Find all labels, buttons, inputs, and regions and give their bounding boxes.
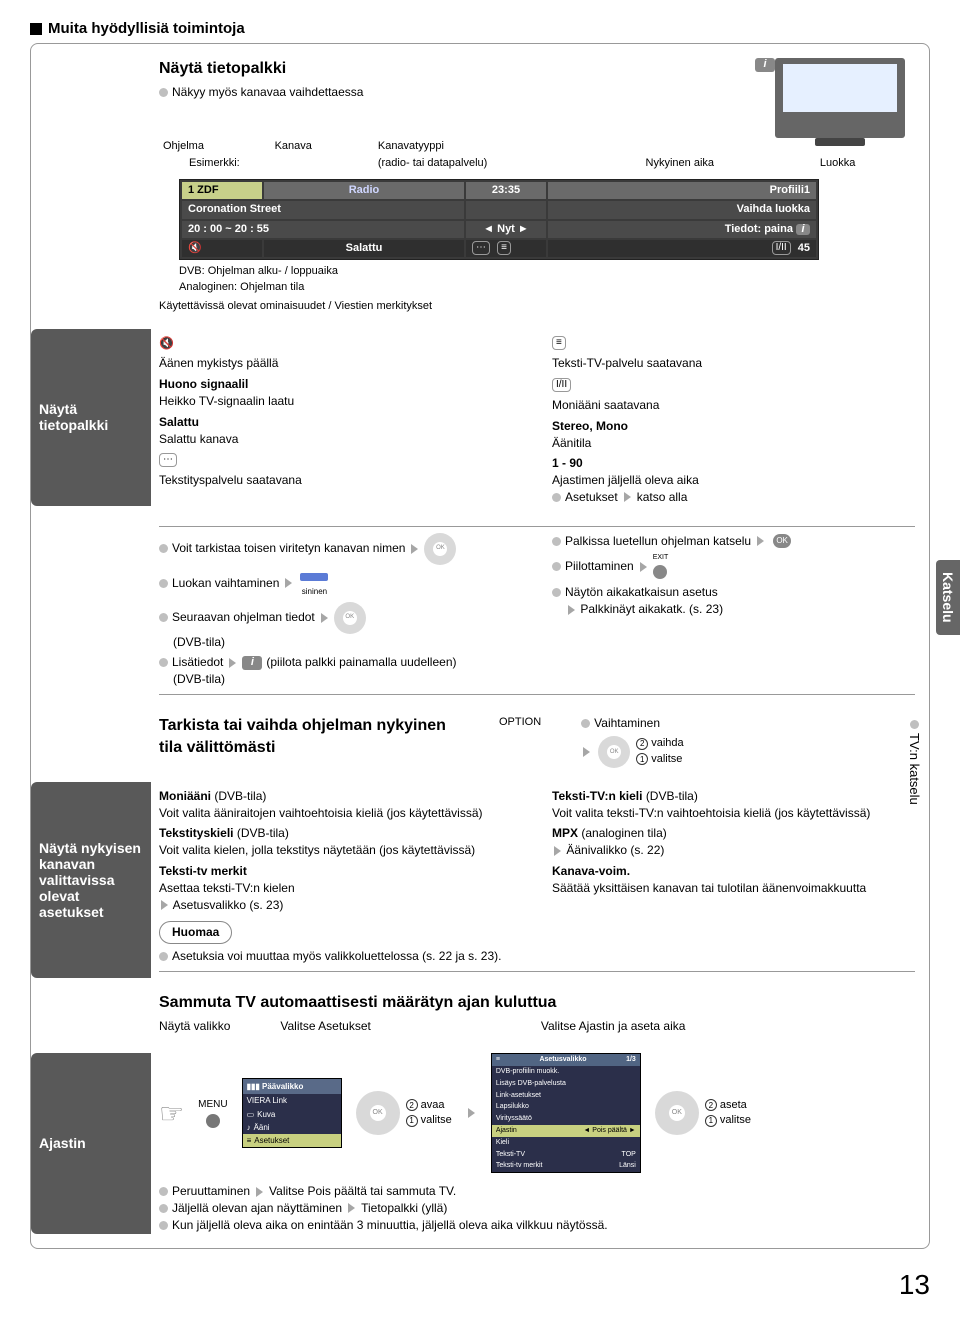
feat-ttv: Teksti-TV-palvelu saatavana: [552, 355, 915, 372]
side-label: TV:n katselu: [907, 720, 922, 805]
dvb-line: DVB: Ohjelman alku- / loppuaika: [179, 264, 915, 279]
tab-asetukset: Näytä nykyisen kanavan valittavissa olev…: [31, 782, 151, 978]
page-number: 13: [0, 1259, 960, 1301]
analog-line: Analoginen: Ohjelman tila: [179, 280, 915, 295]
main-box: Näytä tietopalkki Näkyy myös kanavaa vai…: [30, 43, 930, 1249]
section-header: Muita hyödyllisiä toimintoja: [30, 20, 930, 37]
step3: Valitse Ajastin ja aseta aika: [541, 1018, 686, 1035]
option-label: OPTION: [499, 715, 541, 730]
panel4-title: Sammuta TV automaattisesti määrätyn ajan…: [159, 992, 915, 1014]
more-info: Lisätiedot: [172, 654, 223, 671]
side-tab-katselu: Katselu: [936, 560, 960, 635]
next-program-info: Seuraavan ohjelman tiedot: [172, 609, 315, 626]
nav-pad-icon[interactable]: OK: [424, 533, 456, 565]
nav-pad-icon[interactable]: OK: [655, 1091, 699, 1135]
info-banner: 1 ZDF Radio 23:35 Profiili1 Coronation S…: [179, 179, 819, 261]
blue-key-icon[interactable]: [300, 573, 328, 581]
info-icon[interactable]: i: [242, 656, 262, 670]
nav-pad-icon[interactable]: OK: [334, 602, 366, 634]
check-other-channel: Voit tarkistaa toisen viritetyn kanavan …: [172, 540, 405, 557]
section-title: Muita hyödyllisiä toimintoja: [48, 20, 245, 37]
nav-pad-icon[interactable]: OK: [356, 1091, 400, 1135]
exit-button-icon[interactable]: [653, 565, 667, 579]
features-heading: Käytettävissä olevat ominaisuudet / Vies…: [159, 299, 915, 314]
hide-banner: Piilottaminen: [565, 558, 634, 575]
multisound-icon: I/II: [552, 378, 571, 392]
banner-annotations: Ohjelma Kanava Kanavatyyppi Esimerkki: (…: [159, 138, 915, 173]
timeout-setting: Näytön aikakatkaisun asetus: [565, 584, 718, 601]
nav-pad-icon[interactable]: OK: [598, 736, 630, 768]
panel1-subtitle: Näkyy myös kanavaa vaihdettaessa: [172, 84, 363, 101]
info-icon[interactable]: i: [755, 58, 775, 72]
settings-menu: ≡ Asetusvalikko1/3 DVB-profiilin muokk. …: [491, 1053, 641, 1173]
tv-illustration: [775, 58, 905, 138]
mute-icon: 🔇: [159, 336, 174, 350]
subtitle-icon: ⋯: [159, 453, 177, 467]
view-listed-program: Palkissa luetellun ohjelman katselu: [565, 533, 751, 550]
hand-pointing-icon: ☞: [159, 1094, 184, 1133]
panel3-title: Tarkista tai vaihda ohjelman nykyinen ti…: [159, 715, 459, 760]
note-text: Asetuksia voi muuttaa myös valikkoluette…: [172, 948, 501, 965]
feat-multi: Moniääni saatavana: [552, 397, 915, 414]
step2: Valitse Asetukset: [280, 1018, 371, 1035]
feat-sub: Tekstityspalvelu saatavana: [159, 472, 522, 489]
square-icon: [30, 23, 42, 35]
note-label: Huomaa: [159, 921, 232, 944]
panel1-title: Näytä tietopalkki: [159, 58, 755, 80]
main-menu: ▮▮▮ Päävalikko VIERA Link ▭ Kuva ♪ Ääni …: [242, 1078, 342, 1148]
ok-button-icon[interactable]: OK: [773, 534, 791, 548]
change-category: Luokan vaihtaminen: [172, 575, 279, 592]
tab-tietopalkki: Näytä tietopalkki: [31, 329, 151, 506]
tab-ajastin: Ajastin: [31, 1053, 151, 1233]
teletext-icon: ≡: [552, 336, 566, 350]
menu-button-icon[interactable]: [206, 1114, 220, 1128]
feat-mute: Äänen mykistys päällä: [159, 355, 522, 372]
step1: Näytä valikko: [159, 1018, 230, 1035]
